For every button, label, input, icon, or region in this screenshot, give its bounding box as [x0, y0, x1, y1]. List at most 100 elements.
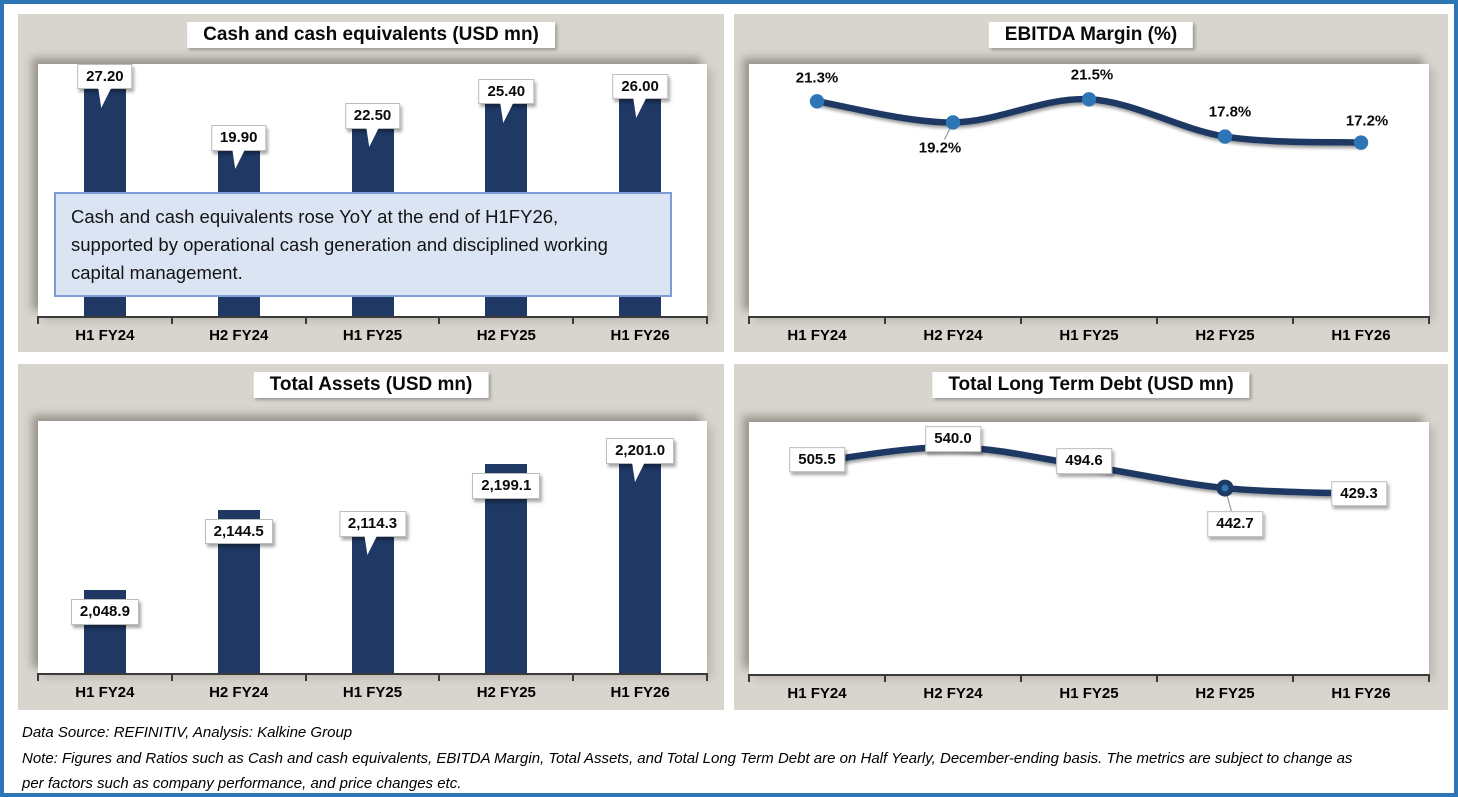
- footer: Data Source: REFINITIV, Analysis: Kalkin…: [22, 720, 1434, 793]
- category-label: H2 FY25: [1195, 685, 1255, 702]
- line-chart-canvas: [809, 92, 1369, 150]
- data-label: 442.7: [1207, 511, 1263, 537]
- category-label: H1 FY25: [342, 327, 403, 344]
- axis-tick: [37, 675, 39, 681]
- category-label: H1 FY24: [787, 685, 847, 702]
- data-label: 21.5%: [1066, 66, 1118, 84]
- chart-title-ebitda: EBITDA Margin (%): [988, 22, 1194, 48]
- category-label: H1 FY25: [342, 684, 403, 701]
- callout-tail: [632, 462, 646, 483]
- data-point-marker-core: [1221, 484, 1229, 492]
- axis-tick: [170, 318, 173, 324]
- category-label: H1 FY26: [610, 684, 670, 701]
- chart-layer-debt: H1 FY24 H2 FY24 H1 FY25 H2 FY25 H1 FY26 505.5…: [734, 364, 1448, 710]
- data-point-marker: [945, 115, 961, 130]
- axis-tick: [1020, 676, 1022, 682]
- value-callout: 2,201.0: [606, 438, 675, 483]
- data-point-marker: [809, 94, 825, 109]
- value-callout: 26.00: [612, 73, 668, 118]
- category-label: H2 FY24: [209, 684, 269, 701]
- data-label: 21.3%: [791, 69, 843, 87]
- panel-debt-chart: Total Long Term Debt (USD mn) H1 FY24 H2 …: [734, 364, 1448, 710]
- chart-title-debt: Total Long Term Debt (USD mn): [932, 372, 1250, 398]
- axis-tick: [1156, 318, 1158, 324]
- value-callout: 19.90: [210, 124, 267, 170]
- callout-tail: [232, 149, 246, 170]
- callout-tail: [499, 102, 513, 123]
- footer-note: Note: Figures and Ratios such as Cash an…: [22, 749, 1353, 793]
- value-callout: 2,144.5: [204, 518, 273, 545]
- category-label: H1 FY24: [75, 684, 135, 701]
- callout-tail: [366, 127, 380, 148]
- axis-tick: [438, 318, 441, 324]
- value-callout: 2,048.9: [70, 598, 139, 625]
- chart-title-assets: Total Assets (USD mn): [253, 372, 489, 398]
- data-point-marker: [1217, 129, 1233, 144]
- value-callout: 2,114.3: [338, 510, 407, 556]
- annotation-text: Cash and cash equivalents rose YoY at th…: [71, 206, 608, 283]
- category-label: H1 FY25: [1059, 327, 1119, 344]
- category-label: H2 FY24: [923, 327, 983, 344]
- annotation-box: Cash and cash equivalents rose YoY at th…: [54, 192, 672, 298]
- axis-tick: [1020, 318, 1022, 324]
- category-label: H1 FY26: [610, 327, 670, 344]
- axis-tick: [884, 318, 886, 324]
- x-axis: [748, 316, 1430, 318]
- axis-tick: [706, 675, 708, 681]
- category-label: H2 FY25: [476, 684, 536, 701]
- category-label: H2 FY25: [1195, 327, 1255, 344]
- callout-tail: [633, 97, 647, 118]
- category-label: H2 FY24: [209, 327, 269, 344]
- data-label: 17.8%: [1204, 103, 1256, 121]
- category-label: H1 FY24: [75, 327, 135, 344]
- axis-tick: [1292, 318, 1294, 324]
- axis-tick: [1156, 676, 1158, 682]
- axis-tick: [304, 675, 307, 681]
- bar-h1-fy26: [619, 462, 662, 673]
- category-label: H1 FY24: [787, 327, 847, 344]
- footer-source: Data Source: REFINITIV, Analysis: Kalkin…: [22, 724, 353, 741]
- axis-tick: [37, 318, 39, 324]
- panel-cash-chart: Cash and cash equivalents (USD mn) H1 FY…: [18, 14, 724, 352]
- callout-tail: [98, 87, 112, 108]
- axis-tick: [572, 318, 575, 324]
- axis-tick: [170, 675, 173, 681]
- data-label: 540.0: [925, 426, 981, 453]
- data-point-marker: [1353, 135, 1369, 150]
- chart-title-cash: Cash and cash equivalents (USD mn): [187, 22, 555, 48]
- chart-layer-assets: H1 FY24 H2 FY24 H1 FY25 H2 FY25 H1 FY26 2,048…: [18, 364, 724, 710]
- category-label: H1 FY26: [1331, 327, 1391, 344]
- value-callout: 2,199.1: [472, 472, 541, 499]
- data-label: 17.2%: [1341, 112, 1393, 130]
- value-callout: 27.20: [77, 63, 133, 108]
- axis-tick: [706, 318, 708, 324]
- data-label: 494.6: [1056, 448, 1112, 475]
- data-label: 505.5: [789, 446, 845, 473]
- x-axis: [37, 316, 708, 318]
- axis-tick: [748, 676, 750, 682]
- data-label: 19.2%: [914, 139, 966, 157]
- panel-assets-chart: Total Assets (USD mn) H1 FY24 H2 FY24 H1 F…: [18, 364, 724, 710]
- value-callout: 25.40: [478, 78, 535, 123]
- axis-tick: [438, 675, 441, 681]
- bar-h1-fy25: [351, 534, 394, 673]
- value-callout: 22.50: [344, 103, 401, 148]
- category-label: H1 FY26: [1331, 685, 1391, 702]
- data-point-marker: [1081, 92, 1097, 107]
- callout-tail: [364, 535, 378, 556]
- x-axis: [748, 674, 1430, 676]
- axis-tick: [1428, 676, 1430, 682]
- x-axis: [37, 673, 708, 675]
- axis-tick: [748, 318, 750, 324]
- category-label: H1 FY25: [1059, 685, 1119, 702]
- axis-tick: [1428, 318, 1430, 324]
- chart-layer-cash: H1 FY24 H2 FY24 H1 FY25 H2 FY25 H1 FY26 27.20…: [18, 14, 724, 352]
- panel-ebitda-chart: EBITDA Margin (%) H1 FY24 H2 FY24 H1 FY25 H…: [734, 14, 1448, 352]
- chart-layer-ebitda: H1 FY24 H2 FY24 H1 FY25 H2 FY25 H1 FY26 21.3%…: [734, 14, 1448, 352]
- bar-h2-fy25: [485, 463, 528, 673]
- axis-tick: [884, 676, 886, 682]
- axis-tick: [572, 675, 575, 681]
- category-label: H2 FY25: [476, 327, 536, 344]
- axis-tick: [1292, 676, 1294, 682]
